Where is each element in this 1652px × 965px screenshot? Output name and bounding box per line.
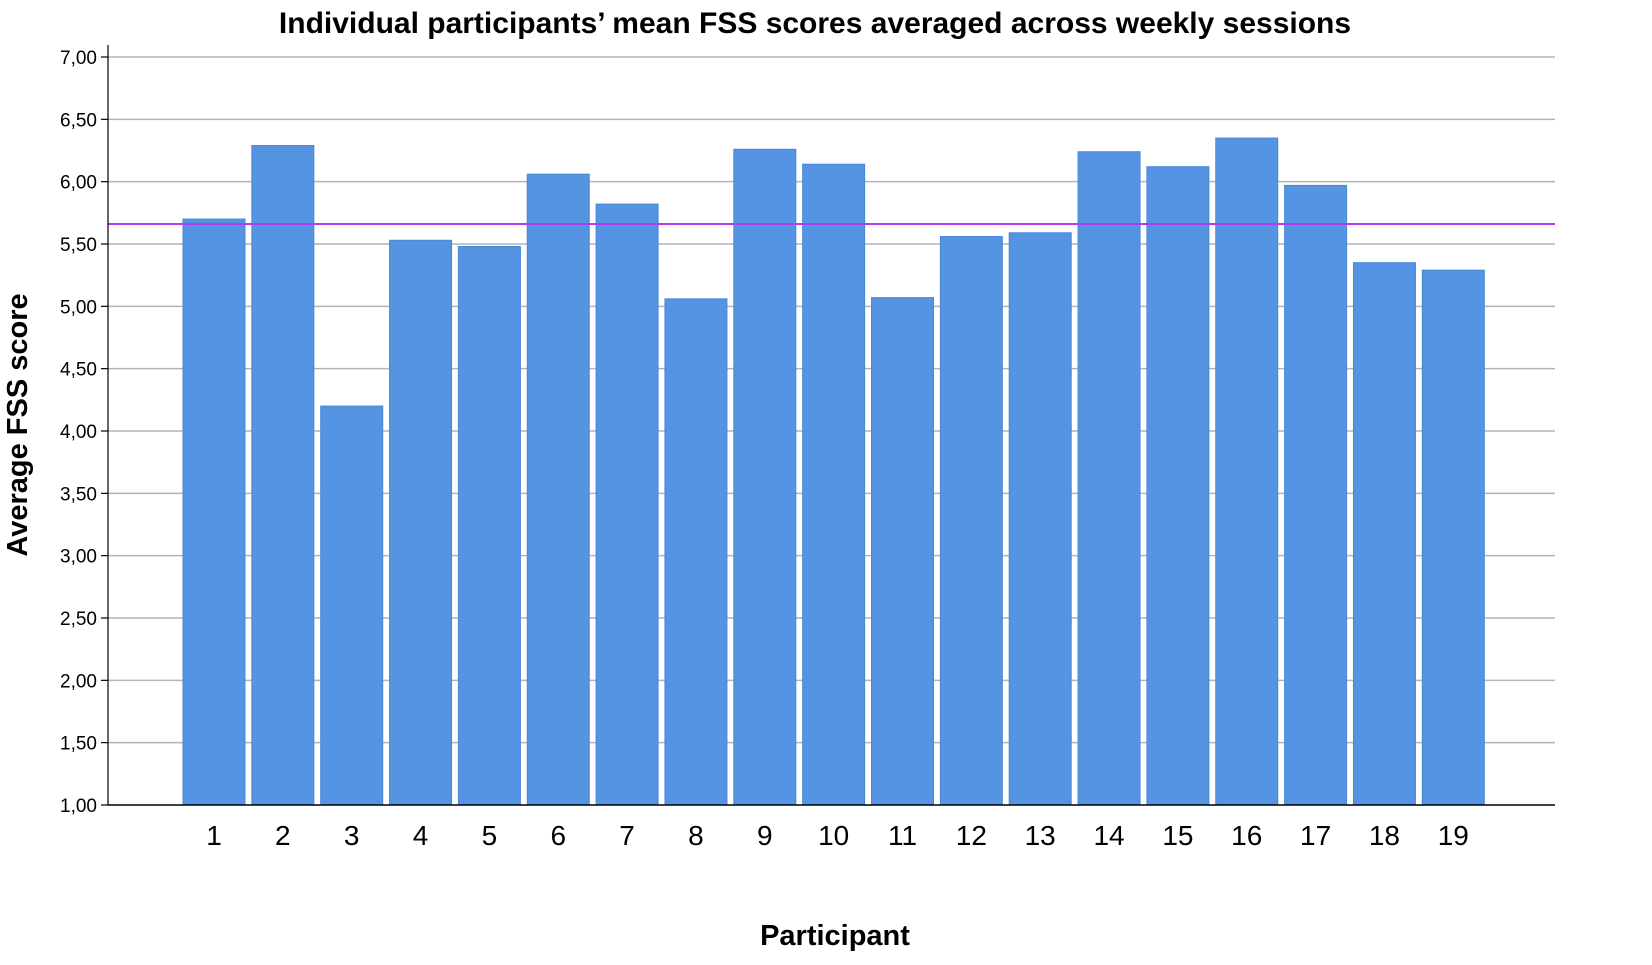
x-tick-label: 9: [757, 820, 773, 851]
bar-participant-12: [939, 236, 1003, 806]
x-tick-label: 5: [482, 820, 498, 851]
bar-participant-17: [1284, 184, 1348, 806]
x-axis-label: Participant: [760, 920, 910, 952]
bar-participant-14: [1077, 151, 1141, 806]
x-tick-label: 14: [1093, 820, 1124, 851]
y-tick-label: 3,50: [60, 484, 97, 505]
x-tick-label: 11: [888, 820, 917, 851]
bar-participant-8: [664, 298, 728, 806]
y-tick-label: 6,50: [60, 110, 97, 131]
x-tick-label: 8: [688, 820, 704, 851]
bar-participant-7: [595, 203, 659, 806]
y-tick-label: 3,00: [60, 547, 97, 568]
y-tick-label: 5,50: [60, 235, 97, 256]
y-tick-label: 1,50: [60, 734, 97, 755]
x-tick-label: 10: [818, 820, 849, 851]
bar-participant-15: [1146, 166, 1210, 806]
bar-participant-19: [1421, 269, 1485, 806]
bar-participant-13: [1008, 232, 1072, 806]
y-tick-label: 1,00: [60, 796, 97, 817]
bars: [182, 137, 1485, 806]
axes: [107, 45, 1555, 806]
x-tick-label: 4: [413, 820, 429, 851]
bar-participant-2: [251, 145, 315, 806]
x-tick-label: 2: [275, 820, 291, 851]
x-tick-label: 18: [1369, 820, 1400, 851]
y-tick-label: 2,50: [60, 609, 97, 630]
x-tick-label: 19: [1438, 820, 1469, 851]
x-tick-label: 7: [619, 820, 635, 851]
y-tick-labels: 1,00 1,50 2,00 2,50 3,00 3,50 4,00 4,50 5,00 5,50…: [60, 48, 108, 817]
chart-title: Individual participants’ mean FSS scores…: [279, 7, 1351, 40]
x-tick-label: 1: [206, 820, 222, 851]
x-tick-label: 12: [956, 820, 987, 851]
x-tick-label: 6: [550, 820, 566, 851]
bar-participant-4: [389, 239, 453, 806]
x-tick-labels: 1 2 3 4 5 6 7 8 9 10 11 12 13 14 15 16 17 18 19: [206, 820, 1469, 851]
x-tick-label: 16: [1231, 820, 1262, 851]
y-tick-label: 5,00: [60, 297, 97, 318]
y-axis-label: Average FSS score: [2, 293, 34, 556]
bar-participant-18: [1352, 262, 1416, 806]
bar-participant-16: [1215, 137, 1279, 806]
y-tick-label: 4,50: [60, 360, 97, 381]
bar-participant-5: [457, 245, 521, 806]
bar-participant-1: [182, 218, 246, 806]
bar-participant-6: [526, 173, 590, 806]
y-tick-label: 6,00: [60, 173, 97, 194]
x-tick-label: 13: [1025, 820, 1056, 851]
y-tick-label: 7,00: [60, 48, 97, 69]
y-tick-label: 2,00: [60, 671, 97, 692]
bar-participant-3: [320, 405, 384, 806]
bar-participant-11: [871, 297, 934, 806]
x-tick-label: 17: [1300, 820, 1331, 851]
x-tick-label: 3: [344, 820, 360, 851]
bar-participant-9: [733, 148, 797, 806]
bar-participant-10: [802, 163, 866, 806]
y-tick-label: 4,00: [60, 422, 97, 443]
x-tick-label: 15: [1162, 820, 1193, 851]
